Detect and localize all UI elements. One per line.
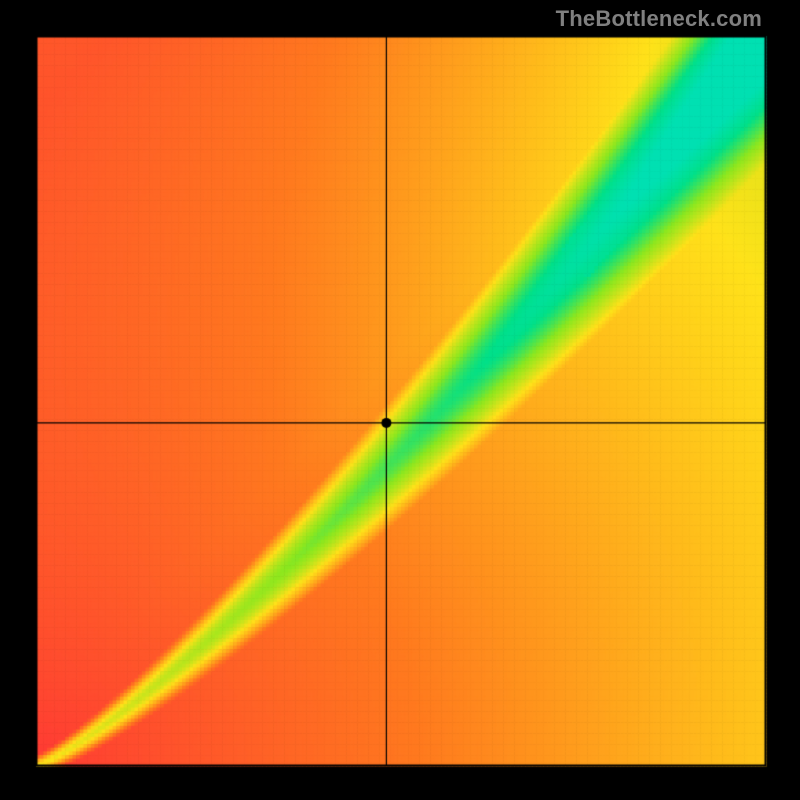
chart-container: TheBottleneck.com <box>0 0 800 800</box>
heatmap-canvas <box>0 0 800 800</box>
watermark-text: TheBottleneck.com <box>556 6 762 32</box>
